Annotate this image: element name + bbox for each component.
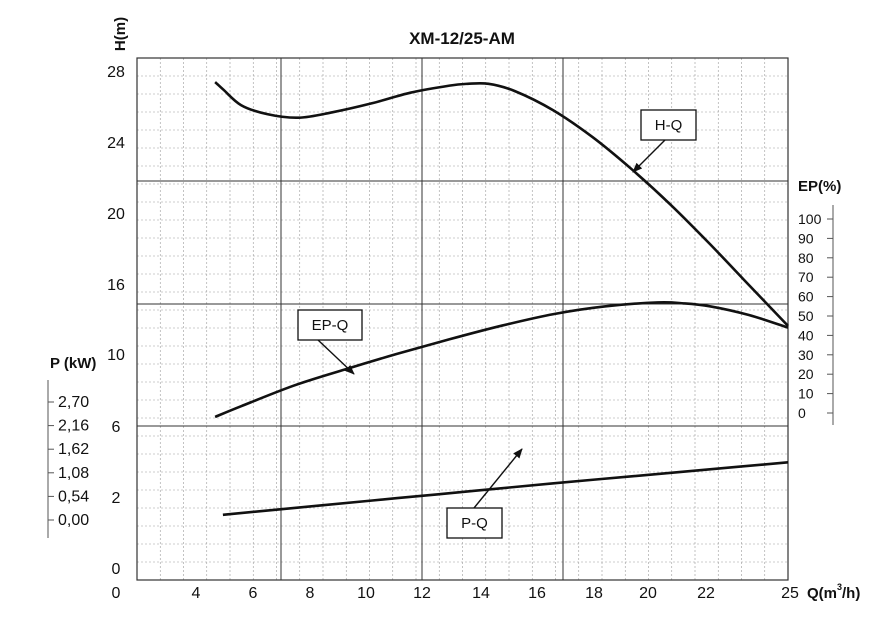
x-tick-label: 6 — [249, 585, 258, 602]
p-qcurve — [222, 461, 789, 517]
x-axis-label: Q(m3/h) — [807, 582, 860, 602]
power-tick-label: 2,70 — [58, 394, 89, 411]
labels: XM-12/25-AM0 4 6 8 10 12 14 16 18 20 22 25 Q(m3/h)02… — [50, 17, 860, 602]
power-tick-label: 1,08 — [58, 465, 89, 482]
curves — [214, 81, 789, 517]
axes — [47, 57, 834, 581]
x-tick-label: 18 — [585, 585, 603, 602]
h-qcurve — [214, 81, 789, 327]
power-tick-label: 2,16 — [58, 418, 89, 435]
power-axis-label: P (kW) — [50, 355, 96, 372]
h-q-label-box — [640, 109, 697, 141]
x-tick-label: 4 — [192, 585, 201, 602]
chart-title: XM-12/25-AM — [409, 29, 515, 48]
head-tick-label: 2 — [112, 490, 121, 507]
h-q-label: H-Q — [655, 117, 683, 134]
head-tick-label: 6 — [112, 419, 121, 436]
x-tick-label: 10 — [357, 585, 375, 602]
x-tick-label: 0 — [112, 585, 121, 602]
efficiency-tick-label: 80 — [798, 250, 814, 266]
h-q-label-arrow — [632, 139, 666, 173]
efficiency-tick-label: 100 — [798, 211, 822, 227]
efficiency-tick-label: 40 — [798, 327, 814, 343]
head-tick-label: 24 — [107, 135, 125, 152]
ep-q-label: EP-Q — [312, 317, 349, 334]
major-grid — [137, 58, 788, 580]
efficiency-axis-label: EP(%) — [798, 178, 841, 195]
x-axis-label-suffix: /h) — [842, 585, 860, 602]
efficiency-tick-label: 20 — [798, 366, 814, 382]
head-tick-label: 0 — [112, 561, 121, 578]
x-tick-label: 20 — [639, 585, 657, 602]
head-tick-label: 10 — [107, 347, 125, 364]
ep-q-label-arrow — [317, 339, 355, 375]
efficiency-tick-label: 30 — [798, 347, 814, 363]
head-tick-label: 20 — [107, 206, 125, 223]
head-tick-label: 16 — [107, 277, 125, 294]
efficiency-tick-label: 50 — [798, 308, 814, 324]
minor-grid — [136, 57, 789, 581]
ep-qcurve — [214, 300, 789, 419]
efficiency-tick-label: 0 — [798, 405, 806, 421]
x-tick-label: 14 — [472, 585, 490, 602]
p-q-label: P-Q — [461, 515, 488, 532]
p-q-label-arrow — [473, 448, 523, 509]
head-tick-label: 28 — [107, 64, 125, 81]
plot-frame — [136, 57, 789, 581]
p-q-label-box — [446, 507, 503, 539]
efficiency-tick-label: 70 — [798, 269, 814, 285]
ep-q-label-box — [297, 309, 363, 341]
power-tick-label: 0,00 — [58, 512, 89, 529]
x-axis-label-main: Q(m — [807, 585, 837, 602]
efficiency-tick-label: 60 — [798, 289, 814, 305]
x-tick-label: 12 — [413, 585, 431, 602]
head-axis-label: H(m) — [112, 17, 129, 51]
x-axis-label-sup: 3 — [837, 582, 842, 592]
x-tick-label: 22 — [697, 585, 715, 602]
efficiency-tick-label: 90 — [798, 230, 814, 246]
power-tick-label: 1,62 — [58, 441, 89, 458]
power-tick-label: 0,54 — [58, 488, 89, 505]
x-tick-label: 16 — [528, 585, 546, 602]
efficiency-tick-label: 10 — [798, 386, 814, 402]
x-tick-label: 25 — [781, 585, 799, 602]
x-tick-label: 8 — [306, 585, 315, 602]
